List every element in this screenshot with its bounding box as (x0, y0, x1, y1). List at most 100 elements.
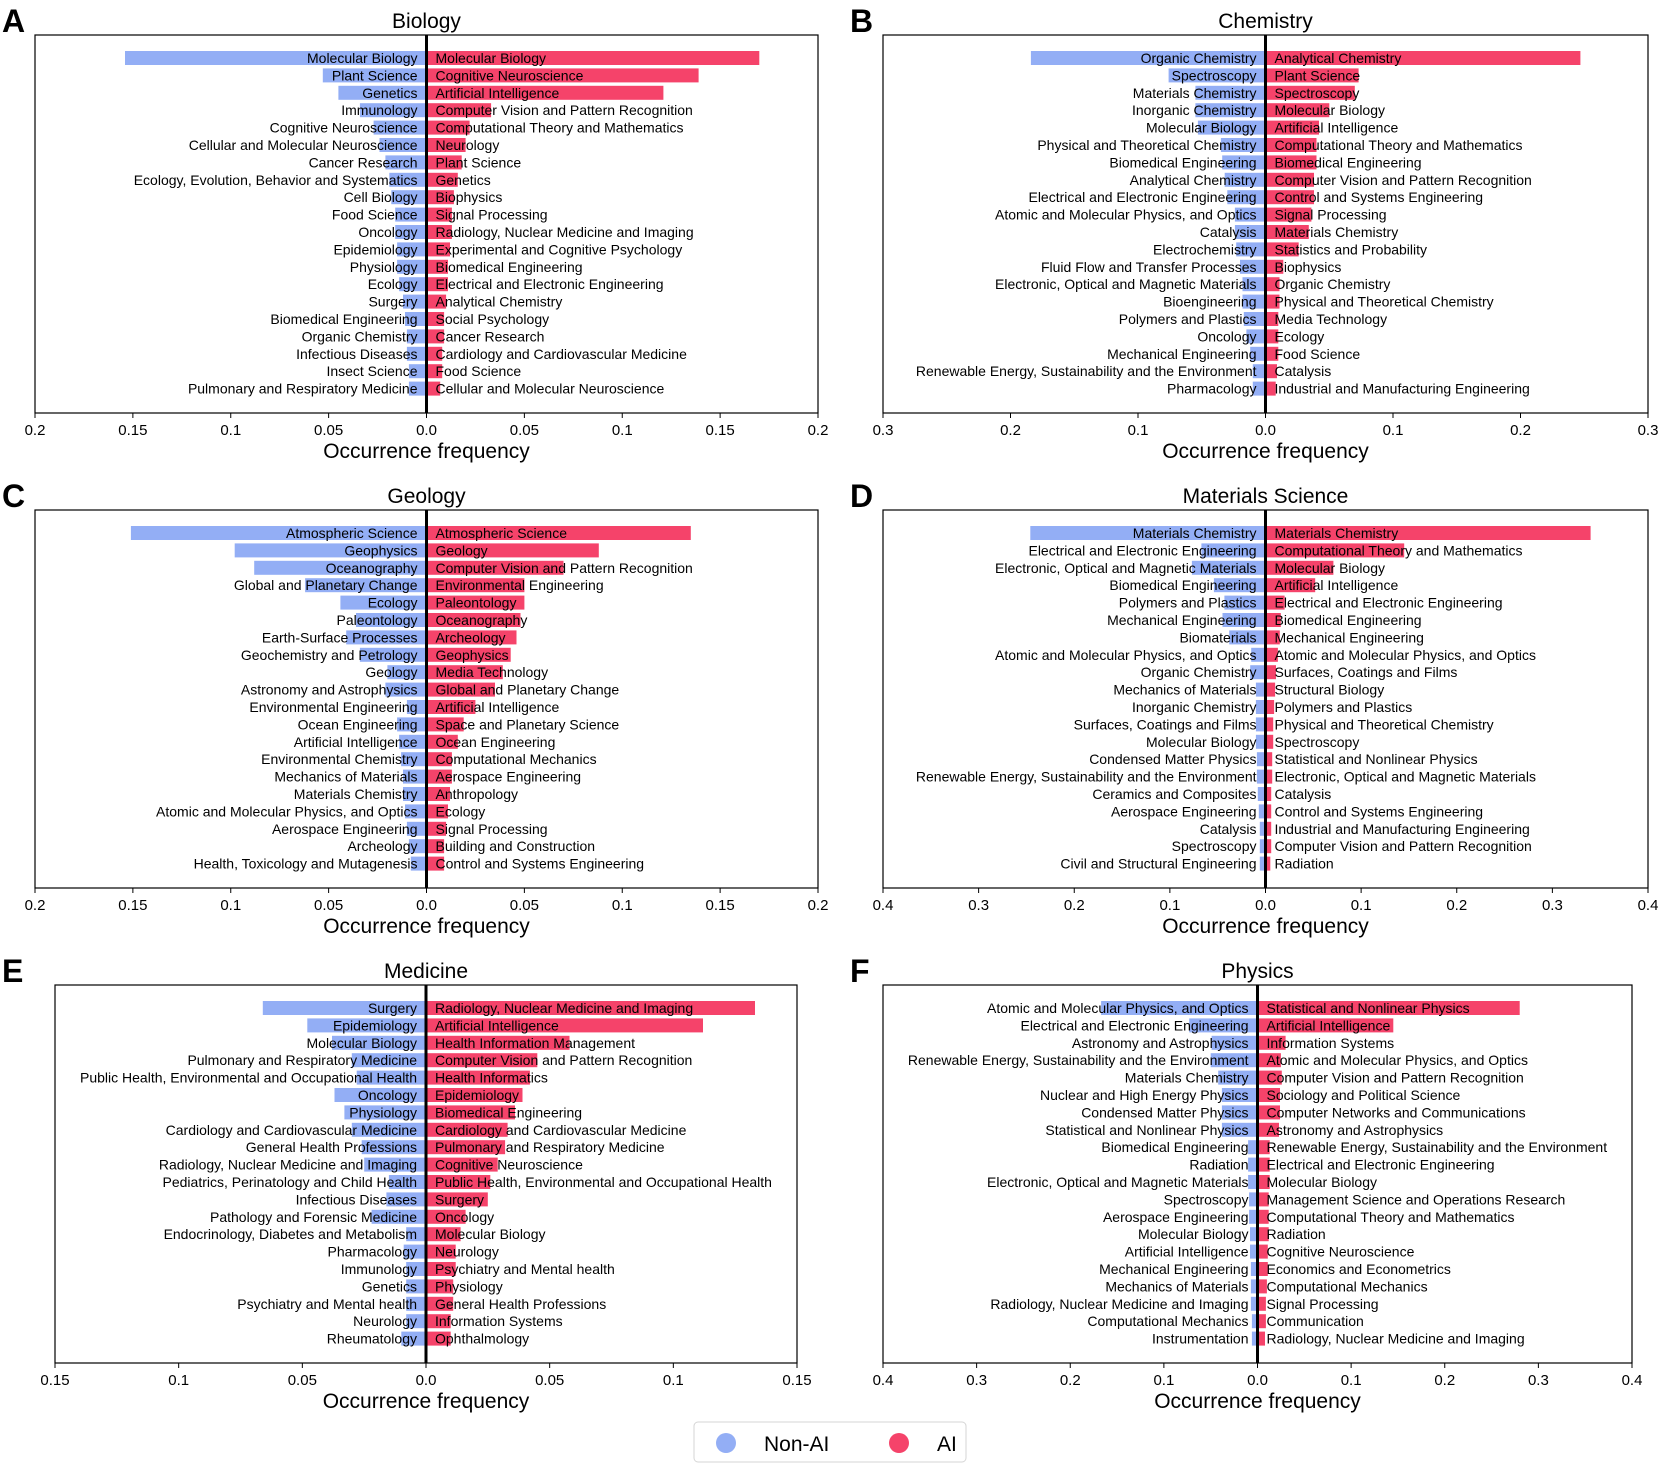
label-ai-media-technology: Media Technology (436, 664, 549, 680)
bar-non-ai-molecular-biology (332, 1035, 426, 1050)
label-non-ai-physiology: Physiology (350, 259, 418, 275)
bar-non-ai-mechanics-of-materials (403, 769, 427, 784)
bar-non-ai-electronic-optical-and-magnetic-materials (1242, 277, 1266, 292)
label-non-ai-renewable-energy-sustainability-and-the-environment: Renewable Energy, Sustainability and the… (916, 363, 1257, 379)
bar-non-ai-statistical-and-nonlinear-physics (1221, 1122, 1258, 1137)
x-tick-label: 0.1 (663, 1372, 684, 1389)
bar-ai-food-science (1265, 346, 1279, 361)
x-tick-label: 0.3 (966, 1372, 987, 1389)
bar-ai-communication (1257, 1314, 1266, 1329)
label-ai-communication: Communication (1267, 1313, 1364, 1329)
label-non-ai-biomaterials: Biomaterials (1179, 629, 1256, 645)
label-ai-astronomy-and-astrophysics: Astronomy and Astrophysics (1267, 1122, 1444, 1138)
label-non-ai-renewable-energy-sustainability-and-the-environment: Renewable Energy, Sustainability and the… (908, 1052, 1249, 1068)
label-non-ai-public-health-environmental-and-occupational-health: Public Health, Environmental and Occupat… (80, 1070, 417, 1086)
bar-ai-biomedical-engineering (426, 1105, 515, 1120)
bar-ai-signal-processing (426, 207, 452, 222)
bar-non-ai-infectious-diseases (386, 1192, 426, 1207)
x-tick-label: 0.4 (1638, 897, 1659, 914)
label-non-ai-oceanography: Oceanography (326, 560, 418, 576)
label-non-ai-atomic-and-molecular-physics-and-optics: Atomic and Molecular Physics, and Optics (156, 803, 417, 819)
x-tick-label: 0.0 (1247, 1372, 1268, 1389)
label-ai-cardiology-and-cardiovascular-medicine: Cardiology and Cardiovascular Medicine (436, 346, 688, 362)
bar-ai-artificial-intelligence (426, 700, 476, 714)
label-non-ai-analytical-chemistry: Analytical Chemistry (1130, 172, 1257, 188)
bar-ai-statistical-and-nonlinear-physics (1265, 752, 1273, 767)
bar-ai-archeology (426, 630, 517, 645)
bar-ai-computer-vision-and-pattern-recognition (1265, 839, 1272, 854)
x-axis-label: Occurrence frequency (1154, 1390, 1361, 1413)
label-non-ai-electrical-and-electronic-engineering: Electrical and Electronic Engineering (1020, 1017, 1248, 1033)
label-ai-signal-processing: Signal Processing (1275, 207, 1387, 223)
label-ai-surfaces-coatings-and-films: Surfaces, Coatings and Films (1275, 664, 1458, 680)
bar-ai-artificial-intelligence (1265, 120, 1319, 135)
label-non-ai-materials-chemistry: Materials Chemistry (1125, 1070, 1249, 1086)
label-ai-biophysics: Biophysics (1275, 259, 1342, 275)
bar-non-ai-renewable-energy-sustainability-and-the-environment (1210, 1053, 1258, 1068)
bar-ai-atomic-and-molecular-physics-and-optics (1265, 647, 1278, 662)
label-ai-cognitive-neuroscience: Cognitive Neuroscience (436, 67, 584, 83)
x-tick-label: 0.1 (612, 422, 633, 439)
bar-non-ai-rheumatology (401, 1331, 426, 1346)
bar-non-ai-electrical-and-electronic-engineering (1201, 543, 1266, 558)
label-ai-computational-theory-and-mathematics: Computational Theory and Mathematics (1275, 542, 1523, 558)
bar-non-ai-surgery (403, 294, 427, 309)
label-non-ai-artificial-intelligence: Artificial Intelligence (1125, 1244, 1249, 1260)
bar-non-ai-environmental-engineering (406, 700, 427, 714)
bar-ai-pulmonary-and-respiratory-medicine (426, 1140, 506, 1155)
bar-ai-computational-mechanics (426, 752, 452, 767)
bar-ai-cognitive-neuroscience (426, 1157, 498, 1172)
bar-non-ai-electronic-optical-and-magnetic-materials (1248, 1175, 1258, 1189)
label-non-ai-ecology-evolution-behavior-and-systematics: Ecology, Evolution, Behavior and Systema… (134, 172, 418, 188)
label-non-ai-pulmonary-and-respiratory-medicine: Pulmonary and Respiratory Medicine (188, 381, 418, 397)
label-non-ai-pharmacology: Pharmacology (1167, 381, 1257, 397)
bar-non-ai-paleontology (356, 613, 427, 627)
bar-non-ai-fluid-flow-and-transfer-processes (1240, 259, 1266, 274)
bar-ai-computer-vision-and-pattern-recognition (1257, 1070, 1282, 1085)
bar-non-ai-condensed-matter-physics (1221, 1105, 1258, 1120)
bar-ai-atmospheric-science (426, 526, 691, 540)
bar-non-ai-instrumentation (1251, 1331, 1258, 1346)
panel-physics: F Physics Atomic and Molecular Physics, an… (850, 953, 1642, 1413)
label-non-ai-biomedical-engineering: Biomedical Engineering (1109, 154, 1256, 170)
x-tick-label: 0.0 (416, 1372, 437, 1389)
panel-letter: F (850, 953, 870, 989)
x-axis-label: Occurrence frequency (1162, 440, 1369, 463)
label-non-ai-immunology: Immunology (341, 1261, 417, 1277)
bar-ai-molecular-biology (1265, 560, 1334, 575)
label-ai-statistical-and-nonlinear-physics: Statistical and Nonlinear Physics (1267, 1000, 1470, 1016)
label-non-ai-immunology: Immunology (341, 102, 417, 118)
bar-non-ai-civil-and-structural-engineering (1259, 856, 1266, 871)
label-ai-materials-chemistry: Materials Chemistry (1275, 525, 1399, 541)
label-ai-neurology: Neurology (436, 137, 500, 153)
label-ai-paleontology: Paleontology (436, 595, 517, 611)
bar-ai-epidemiology (426, 1088, 523, 1102)
label-ai-aerospace-engineering: Aerospace Engineering (436, 769, 582, 785)
x-tick-label: 0.05 (288, 1372, 317, 1389)
panel-title: Chemistry (1218, 10, 1313, 33)
x-tick-label: 0.15 (118, 422, 147, 439)
bar-non-ai-renewable-energy-sustainability-and-the-environment (1252, 364, 1266, 379)
label-ai-genetics: Genetics (436, 172, 491, 188)
label-ai-electrical-and-electronic-engineering: Electrical and Electronic Engineering (436, 276, 664, 292)
label-non-ai-radiology-nuclear-medicine-and-imaging: Radiology, Nuclear Medicine and Imaging (990, 1296, 1248, 1312)
bar-non-ai-radiology-nuclear-medicine-and-imaging (364, 1157, 426, 1172)
bar-non-ai-aerospace-engineering (1249, 1209, 1258, 1224)
label-ai-cognitive-neuroscience: Cognitive Neuroscience (1267, 1244, 1415, 1260)
panel-letter: D (850, 478, 873, 514)
label-ai-ocean-engineering: Ocean Engineering (436, 734, 556, 750)
label-ai-molecular-biology: Molecular Biology (1267, 1174, 1378, 1190)
label-ai-artificial-intelligence: Artificial Intelligence (436, 699, 560, 715)
label-ai-artificial-intelligence: Artificial Intelligence (436, 85, 560, 101)
bar-non-ai-oncology (334, 1088, 426, 1102)
bar-ai-molecular-biology (1265, 103, 1330, 118)
label-ai-health-informatics: Health Informatics (435, 1070, 548, 1086)
bar-ai-sociology-and-political-science (1257, 1088, 1280, 1102)
label-ai-cellular-and-molecular-neuroscience: Cellular and Molecular Neuroscience (436, 381, 665, 397)
x-tick-label: 0.0 (416, 897, 437, 914)
bar-non-ai-biomaterials (1229, 630, 1266, 645)
bar-ai-electrical-and-electronic-engineering (426, 277, 448, 292)
bar-ai-biomedical-engineering (1265, 155, 1317, 170)
label-ai-biophysics: Biophysics (436, 189, 503, 205)
bar-ai-biophysics (1265, 259, 1284, 274)
